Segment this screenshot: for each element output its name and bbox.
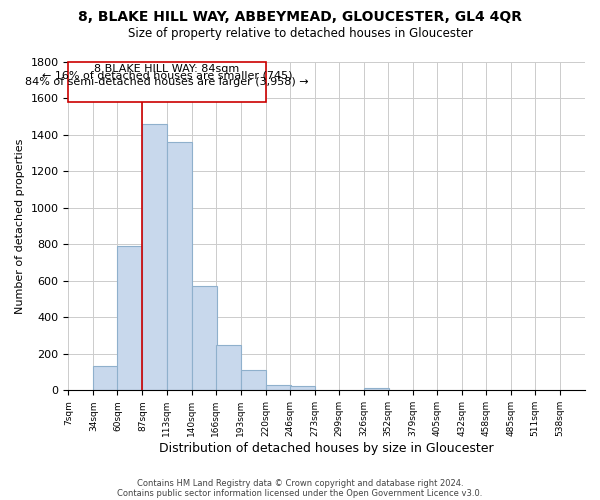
Text: ← 16% of detached houses are smaller (745): ← 16% of detached houses are smaller (74… xyxy=(42,70,292,81)
Bar xyxy=(167,142,191,390)
Bar xyxy=(266,385,290,390)
Text: Size of property relative to detached houses in Gloucester: Size of property relative to detached ho… xyxy=(128,28,473,40)
Text: 8 BLAKE HILL WAY: 84sqm: 8 BLAKE HILL WAY: 84sqm xyxy=(94,64,239,74)
Bar xyxy=(118,246,142,390)
Bar xyxy=(94,366,118,390)
Bar xyxy=(364,388,389,390)
X-axis label: Distribution of detached houses by size in Gloucester: Distribution of detached houses by size … xyxy=(160,442,494,455)
Bar xyxy=(241,370,266,390)
Text: 84% of semi-detached houses are larger (3,958) →: 84% of semi-detached houses are larger (… xyxy=(25,77,309,87)
Text: Contains HM Land Registry data © Crown copyright and database right 2024.: Contains HM Land Registry data © Crown c… xyxy=(137,478,463,488)
Bar xyxy=(290,386,314,390)
Text: 8, BLAKE HILL WAY, ABBEYMEAD, GLOUCESTER, GL4 4QR: 8, BLAKE HILL WAY, ABBEYMEAD, GLOUCESTER… xyxy=(78,10,522,24)
Bar xyxy=(142,124,167,390)
Y-axis label: Number of detached properties: Number of detached properties xyxy=(15,138,25,314)
Bar xyxy=(215,344,241,391)
Bar xyxy=(191,286,217,391)
Text: Contains public sector information licensed under the Open Government Licence v3: Contains public sector information licen… xyxy=(118,488,482,498)
FancyBboxPatch shape xyxy=(68,62,266,102)
